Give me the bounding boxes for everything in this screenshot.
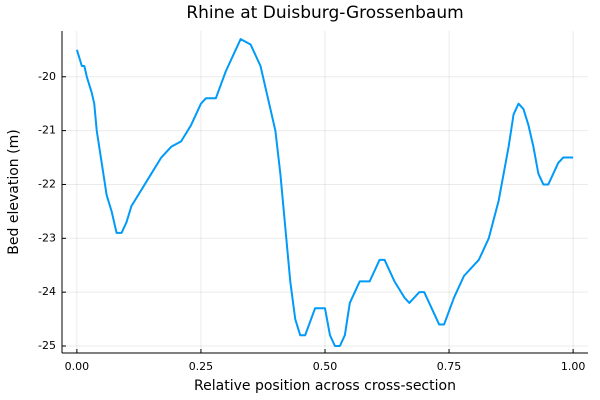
y-tick-label: -22 (38, 177, 56, 190)
x-tick-label: 0.00 (65, 360, 90, 373)
data-line (75, 38, 574, 347)
y-tick-label: -21 (38, 124, 56, 137)
y-tick-label: -20 (38, 70, 56, 83)
x-tick-label: 0.75 (437, 360, 462, 373)
chart-title: Rhine at Duisburg-Grossenbaum (186, 3, 463, 23)
x-axis-label: Relative position across cross-section (194, 378, 456, 394)
y-axis-label: Bed elevation (m) (6, 129, 22, 254)
x-tick-label: 0.50 (313, 360, 338, 373)
x-tick-label: 0.25 (189, 360, 214, 373)
y-tick-label: -25 (38, 339, 56, 352)
x-tick-label: 1.00 (561, 360, 586, 373)
y-tick-label: -24 (38, 285, 56, 298)
y-tick-label: -23 (38, 231, 56, 244)
